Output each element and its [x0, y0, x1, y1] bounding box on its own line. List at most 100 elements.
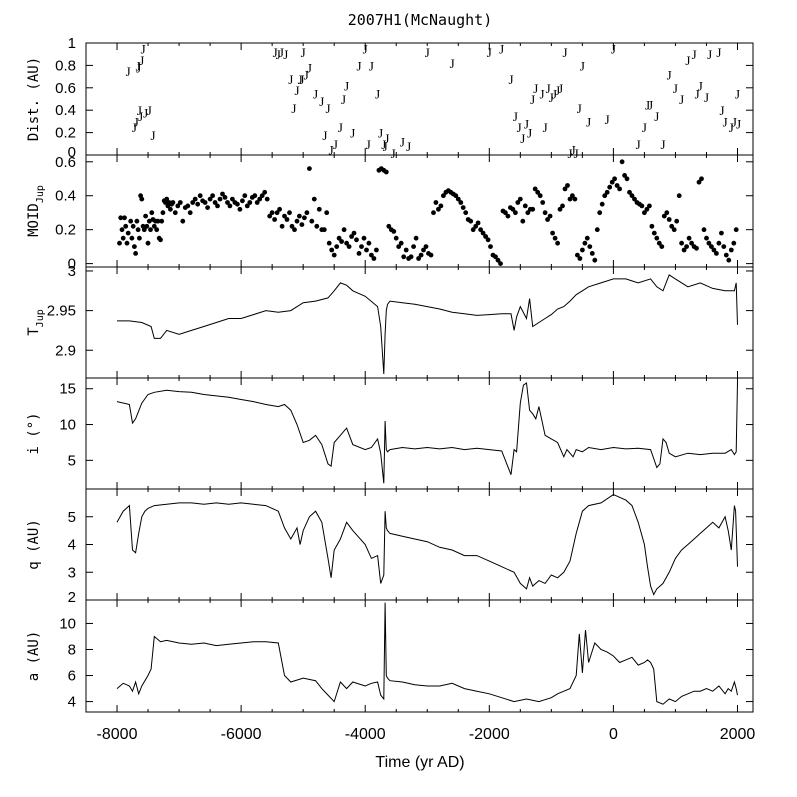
data-point	[604, 189, 610, 195]
x-axis-label: Time (yr AD)	[375, 754, 464, 771]
data-point: J	[304, 67, 309, 82]
data-point	[644, 206, 650, 212]
data-point	[733, 227, 739, 233]
data-point: J	[378, 126, 383, 141]
data-point	[577, 256, 583, 261]
data-point	[513, 210, 518, 216]
data-point	[428, 252, 434, 258]
data-point: J	[307, 61, 312, 76]
data-point	[649, 223, 655, 229]
data-point	[309, 218, 315, 224]
data-point	[202, 200, 208, 205]
data-point: J	[301, 45, 306, 60]
data-point: J	[341, 92, 346, 107]
data-point	[158, 237, 163, 243]
data-point	[205, 205, 211, 211]
data-point	[351, 230, 357, 236]
data-point	[349, 234, 354, 239]
data-point	[307, 166, 312, 172]
data-point: J	[276, 47, 281, 62]
data-point	[207, 196, 213, 202]
data-point	[299, 222, 305, 228]
data-point	[666, 217, 672, 222]
data-point	[627, 189, 632, 195]
data-point: J	[350, 126, 355, 141]
data-point	[252, 193, 258, 199]
data-point	[614, 183, 620, 188]
data-point: J	[723, 114, 728, 129]
data-point: J	[134, 114, 139, 129]
data-point	[413, 235, 419, 241]
data-point	[473, 223, 479, 229]
data-point: J	[642, 120, 647, 135]
y-tick-label: 5	[68, 509, 76, 526]
data-point	[453, 193, 459, 199]
data-point	[274, 210, 280, 216]
y-tick-label: 0.8	[55, 57, 76, 74]
data-point	[679, 240, 684, 246]
data-point	[726, 257, 732, 263]
data-point: J	[375, 86, 380, 101]
data-point: J	[137, 103, 142, 118]
data-point: J	[552, 86, 557, 101]
y-tick-label: 8	[68, 641, 76, 658]
data-point: J	[546, 81, 551, 96]
data-point: J	[333, 137, 338, 152]
data-point	[316, 206, 322, 212]
data-point: J	[562, 45, 567, 60]
data-point	[530, 206, 536, 212]
data-point: J	[322, 128, 327, 143]
data-point	[629, 193, 635, 199]
data-point	[119, 227, 125, 233]
y-tick-label: 3	[68, 263, 76, 280]
data-point	[510, 206, 516, 212]
x-tick-label: -2000	[469, 726, 510, 743]
y-axis-label: a (AU)	[26, 631, 42, 682]
data-point	[696, 179, 702, 185]
data-point: J	[299, 72, 304, 87]
data-point	[146, 218, 152, 224]
data-point	[151, 223, 157, 229]
data-point	[282, 213, 287, 219]
data-point	[155, 218, 161, 224]
data-point	[344, 240, 349, 246]
data-point: J	[366, 137, 371, 152]
y-tick-label: 0.4	[55, 102, 76, 119]
data-point	[542, 210, 548, 216]
data-point	[170, 200, 176, 205]
data-point	[148, 227, 153, 233]
data-point	[716, 240, 722, 246]
data-point	[584, 235, 590, 241]
y-tick-label: 3	[68, 564, 76, 581]
data-point	[719, 230, 724, 236]
data-point	[192, 196, 198, 202]
x-tick-label: -4000	[345, 726, 386, 743]
data-point: J	[577, 101, 582, 116]
series-line	[117, 274, 738, 375]
data-point	[532, 186, 538, 192]
y-tick-label: 2.95	[47, 303, 76, 320]
data-point	[168, 206, 173, 212]
data-point: J	[533, 81, 538, 96]
data-point: J	[520, 131, 525, 146]
data-point	[493, 254, 498, 260]
series-line	[116, 381, 738, 484]
data-point: J	[356, 58, 361, 73]
data-point	[525, 210, 531, 216]
y-tick-label: 2	[68, 589, 76, 606]
data-point	[624, 176, 630, 182]
data-point	[728, 247, 734, 253]
data-point	[607, 184, 613, 190]
data-point	[212, 200, 218, 205]
data-point	[498, 261, 503, 266]
y-tick-label: 5	[68, 452, 76, 469]
data-point	[304, 210, 310, 216]
y-tick-label: 15	[59, 381, 76, 398]
data-point: J	[645, 98, 650, 113]
data-point	[656, 240, 662, 246]
data-point	[416, 256, 421, 261]
y-tick-label: 2.9	[55, 342, 76, 359]
